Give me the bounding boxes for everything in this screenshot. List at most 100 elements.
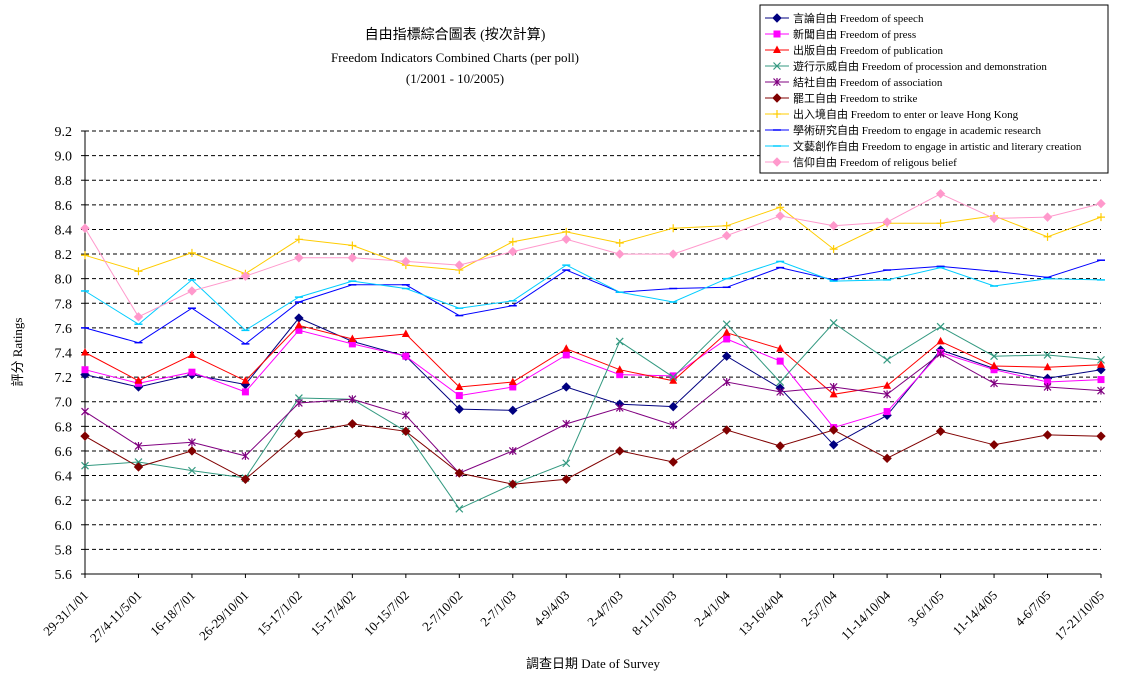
data-point [562,419,571,428]
data-point [561,382,571,392]
data-point [1043,232,1052,241]
y-tick-label: 7.2 [55,371,73,386]
data-point [509,383,517,391]
y-axis-label: 評分 Ratings [10,318,25,387]
legend-label: 新聞自由 Freedom of press [793,27,916,41]
data-point [1043,351,1052,359]
data-point [241,451,250,460]
x-tick-label: 4-9/4/03 [531,588,573,630]
series-2 [81,326,1105,432]
legend-entry: 新聞自由 Freedom of press [765,27,916,41]
legend-entry: 遊行示威自由 Freedom of procession and demonst… [765,59,1047,73]
data-point [935,426,946,436]
legend-swatch-marker [773,78,781,86]
legend-entry: 罷工自由 Freedom to strike [765,91,917,105]
y-tick-label: 5.6 [55,568,73,583]
data-point [616,371,624,379]
series-line [84,206,1102,275]
data-point [722,378,731,387]
data-point [1096,431,1106,441]
data-point [828,221,839,231]
data-point [133,312,144,322]
y-tick-label: 8.4 [55,223,73,238]
legend-swatch-marker [772,13,782,23]
x-tick-label: 11-14/4/05 [950,588,1001,639]
x-tick-label: 2-5/7/04 [798,587,840,629]
data-point [615,446,625,456]
data-point [615,365,624,373]
data-point [294,429,304,439]
data-point [990,361,999,370]
x-tick-label: 2-7/1/03 [477,588,519,630]
data-point [776,378,785,386]
data-point [615,337,624,346]
data-point [133,462,144,472]
data-point [294,398,303,407]
data-point [240,474,251,484]
y-tick-label: 5.8 [55,543,73,558]
data-point [990,366,998,374]
data-point [776,203,785,212]
data-point [134,267,143,276]
data-point [775,211,785,221]
data-point [241,376,250,384]
data-point [347,253,358,263]
series-3 [81,320,1105,398]
data-point [989,440,999,450]
y-tick-label: 8.8 [55,174,73,189]
series-line [84,353,1102,474]
data-point [990,379,998,388]
data-point [562,227,571,236]
data-point [1044,378,1052,386]
data-point [562,344,571,352]
legend-label: 文藝創作自由 Freedom to engage in artistic and… [793,139,1082,153]
data-point [722,221,731,230]
y-tick-labels: 5.6 5.8 6.0 6.2 6.4 6.6 6.8 7.0 7.2 7.4 7.6 7.8 8.0 8… [55,125,73,583]
x-tick-label: 2-4/7/03 [584,588,626,630]
data-point [1097,376,1105,384]
y-tick-label: 7.4 [55,347,73,362]
data-point [882,453,892,464]
data-point [829,382,838,391]
data-point [776,344,785,352]
data-point [455,392,463,400]
chart-title: 自由指標綜合圖表 (按次計算) [365,27,546,43]
series-line [84,317,1102,446]
legend: 言論自由 Freedom of speech 新聞自由 Freedom of pr… [759,4,1109,174]
data-point [1097,360,1105,368]
gridlines [85,130,1101,550]
data-point [829,319,838,327]
data-point [295,326,303,334]
legend-entry: 出入境自由 Freedom to enter or leave Hong Kon… [765,107,1019,121]
data-point [883,408,891,416]
data-point [402,352,410,360]
data-point [294,320,303,329]
x-tick-label: 10-15/7/02 [361,588,412,639]
data-point [80,223,90,233]
y-tick-label: 6.6 [55,445,73,460]
data-point [1042,430,1053,440]
y-tick-label: 8.6 [55,199,73,214]
data-point [240,271,251,281]
data-point [455,504,464,513]
data-point [776,387,785,396]
data-point [829,245,838,254]
data-point [721,351,732,361]
data-point [989,213,999,224]
data-point [294,253,304,263]
data-point [668,457,678,467]
data-point [669,376,678,384]
legend-entry: 結社自由 Freedom of association [765,75,943,89]
y-tick-label: 6.0 [55,519,73,534]
data-point [188,438,196,447]
data-point [188,368,196,376]
data-point [348,334,357,342]
chart-subtitle: Freedom Indicators Combined Charts (per … [331,50,579,65]
series-line [84,423,1102,485]
data-point [1043,362,1052,371]
legend-label: 出入境自由 Freedom to enter or leave Hong Kon… [793,107,1019,121]
data-point [134,376,143,384]
data-point [1097,386,1105,395]
data-point [187,446,197,456]
